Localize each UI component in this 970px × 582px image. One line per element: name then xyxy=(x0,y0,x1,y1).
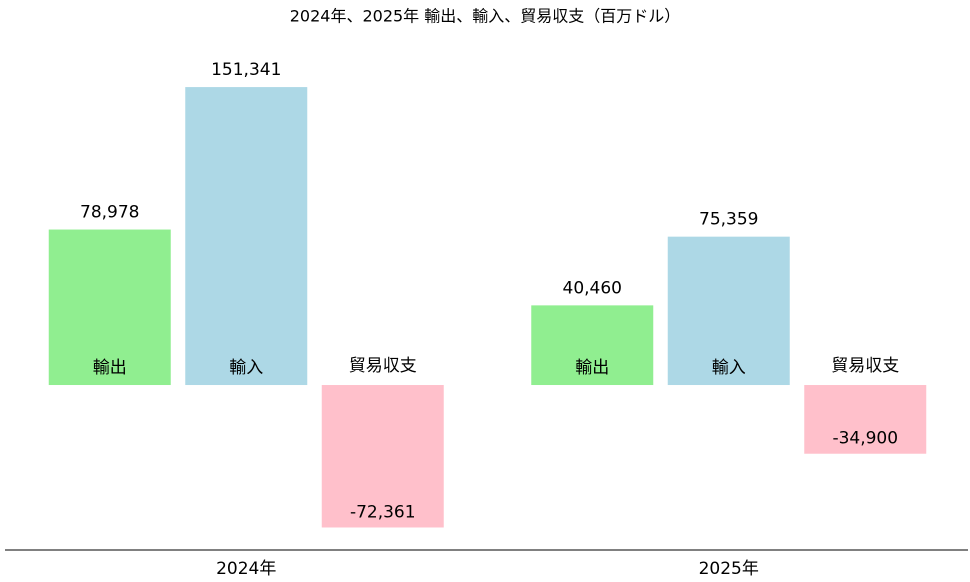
value-label: -72,361 xyxy=(350,502,416,522)
series-label: 輸出 xyxy=(575,358,609,378)
x-tick-label: 2025年 xyxy=(699,559,759,579)
series-label: 貿易収支 xyxy=(831,356,899,376)
bar xyxy=(48,229,171,386)
series-label: 輸入 xyxy=(229,358,263,378)
chart-title: 2024年、2025年 輸出、輸入、貿易収支（百万ドル） xyxy=(290,7,681,26)
value-label: 40,460 xyxy=(563,278,622,298)
value-label: 151,341 xyxy=(211,60,281,80)
bar xyxy=(185,87,308,386)
x-tick-label: 2024年 xyxy=(216,559,276,579)
bar xyxy=(531,305,654,386)
bar xyxy=(667,236,790,386)
bar xyxy=(804,385,927,454)
value-label: 78,978 xyxy=(80,203,139,223)
value-label: -34,900 xyxy=(832,429,898,449)
series-label: 貿易収支 xyxy=(349,356,417,376)
bar xyxy=(321,385,444,528)
series-label: 輸出 xyxy=(93,358,127,378)
value-label: 75,359 xyxy=(699,210,758,230)
series-label: 輸入 xyxy=(712,358,746,378)
